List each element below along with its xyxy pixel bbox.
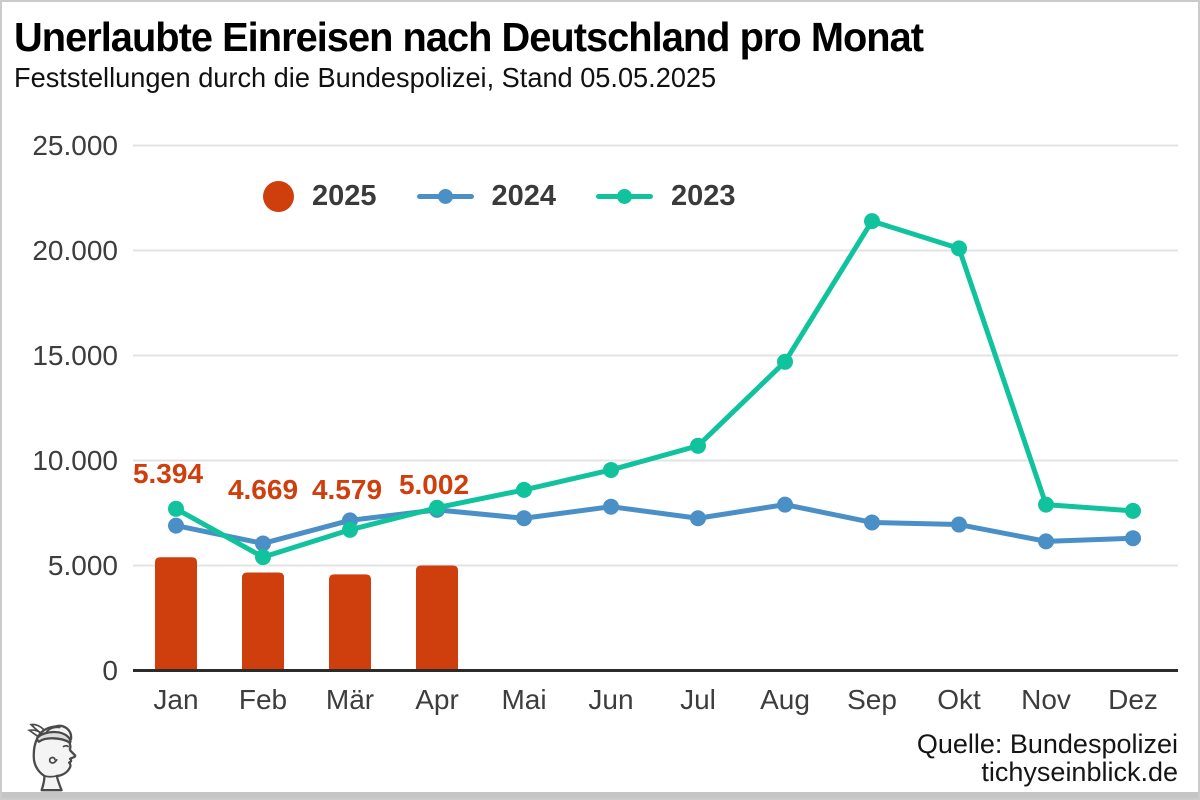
point-2023-Jan [168, 500, 184, 517]
point-2023-Okt [951, 240, 967, 257]
tichys-einblick-hermes-head-logo [27, 723, 77, 792]
point-2024-Okt [951, 516, 967, 533]
legend-dot-swatch-2025 [263, 180, 294, 212]
point-2024-Jun [603, 498, 619, 515]
point-2024-Mai [516, 510, 532, 527]
point-2023-Nov [1038, 496, 1054, 513]
x-axis-tick-Aug: Aug [760, 684, 810, 715]
page-title: Unerlaubte Einreisen nach Deutschland pr… [14, 14, 924, 60]
source-line-2: tichyseinblick.de [981, 757, 1178, 787]
legend-item-2023: 2023 [596, 180, 736, 213]
x-axis-tick-Jun: Jun [588, 684, 634, 715]
point-2024-Sep [864, 514, 880, 531]
bar-2025-Apr [416, 565, 458, 671]
legend-item-2024: 2024 [416, 179, 557, 213]
point-2023-Mai [516, 481, 532, 498]
y-axis-tick-20.000: 20.000 [32, 234, 118, 266]
point-2023-Dez [1125, 502, 1141, 519]
x-axis-tick-Sep: Sep [847, 684, 897, 715]
bar-value-label-Feb: 4.669 [227, 474, 299, 505]
point-2023-Aug [777, 353, 793, 370]
point-2024-Dez [1125, 530, 1141, 547]
point-2024-Nov [1038, 533, 1054, 550]
x-axis-tick-Mär: Mär [325, 684, 375, 715]
bar-value-label-Mär: 4.579 [311, 474, 383, 505]
point-2023-Jul [690, 437, 706, 454]
legend-item-2025: 2025 [263, 180, 377, 213]
line-series-2023 [173, 218, 1136, 560]
bar-value-label-Jan: 5.394 [132, 458, 204, 489]
point-2024-Jan [168, 517, 184, 534]
source-note: Quelle: Bundespolizei tichyseinblick.de [678, 730, 1178, 786]
point-2023-Feb [255, 549, 271, 566]
legend-line-point [617, 189, 633, 204]
y-axis-tick-25.000: 25.000 [32, 129, 118, 161]
x-axis-tick-Mai: Mai [501, 684, 547, 715]
legend-line-swatch-2023 [596, 189, 654, 204]
bar-value-label-Apr: 5.002 [398, 469, 470, 500]
source-line-1: Quelle: Bundespolizei [916, 729, 1178, 759]
y-axis-tick-10.000: 10.000 [32, 444, 118, 476]
bar-2025-Mär [329, 574, 371, 671]
line-series-2024 [173, 502, 1136, 546]
x-axis-tick-Jan: Jan [153, 684, 199, 715]
x-axis-tick-Jul: Jul [680, 684, 716, 715]
legend-line-swatch-2024 [416, 189, 474, 204]
point-2023-Sep [864, 213, 880, 230]
bottom-border-bar [2, 792, 1198, 798]
chart-legend: 2025 2024 2023 [263, 176, 736, 216]
point-2024-Aug [777, 496, 793, 513]
y-axis-tick-15.000: 15.000 [32, 339, 118, 371]
legend-label-2025: 2025 [312, 179, 377, 212]
x-axis-tick-Okt: Okt [937, 684, 981, 715]
point-2023-Mär [342, 521, 358, 538]
point-2024-Feb [255, 535, 271, 552]
bar-2025-Feb [242, 572, 284, 671]
point-2023-Apr [429, 499, 445, 516]
y-axis-tick-0: 0 [102, 654, 118, 686]
x-axis-tick-Feb: Feb [238, 684, 288, 715]
x-axis-tick-Dez: Dez [1108, 684, 1158, 715]
legend-label-2023: 2023 [671, 179, 736, 212]
point-2023-Jun [603, 461, 619, 478]
bar-2025-Jan [155, 557, 197, 671]
x-axis-tick-Nov: Nov [1021, 684, 1071, 715]
page-subtitle: Feststellungen durch die Bundespolizei, … [14, 62, 717, 93]
y-axis-tick-5.000: 5.000 [47, 549, 118, 581]
point-2024-Jul [690, 510, 706, 527]
x-axis-tick-Apr: Apr [415, 684, 459, 715]
legend-line-point [437, 189, 453, 204]
legend-label-2024: 2024 [491, 179, 557, 212]
